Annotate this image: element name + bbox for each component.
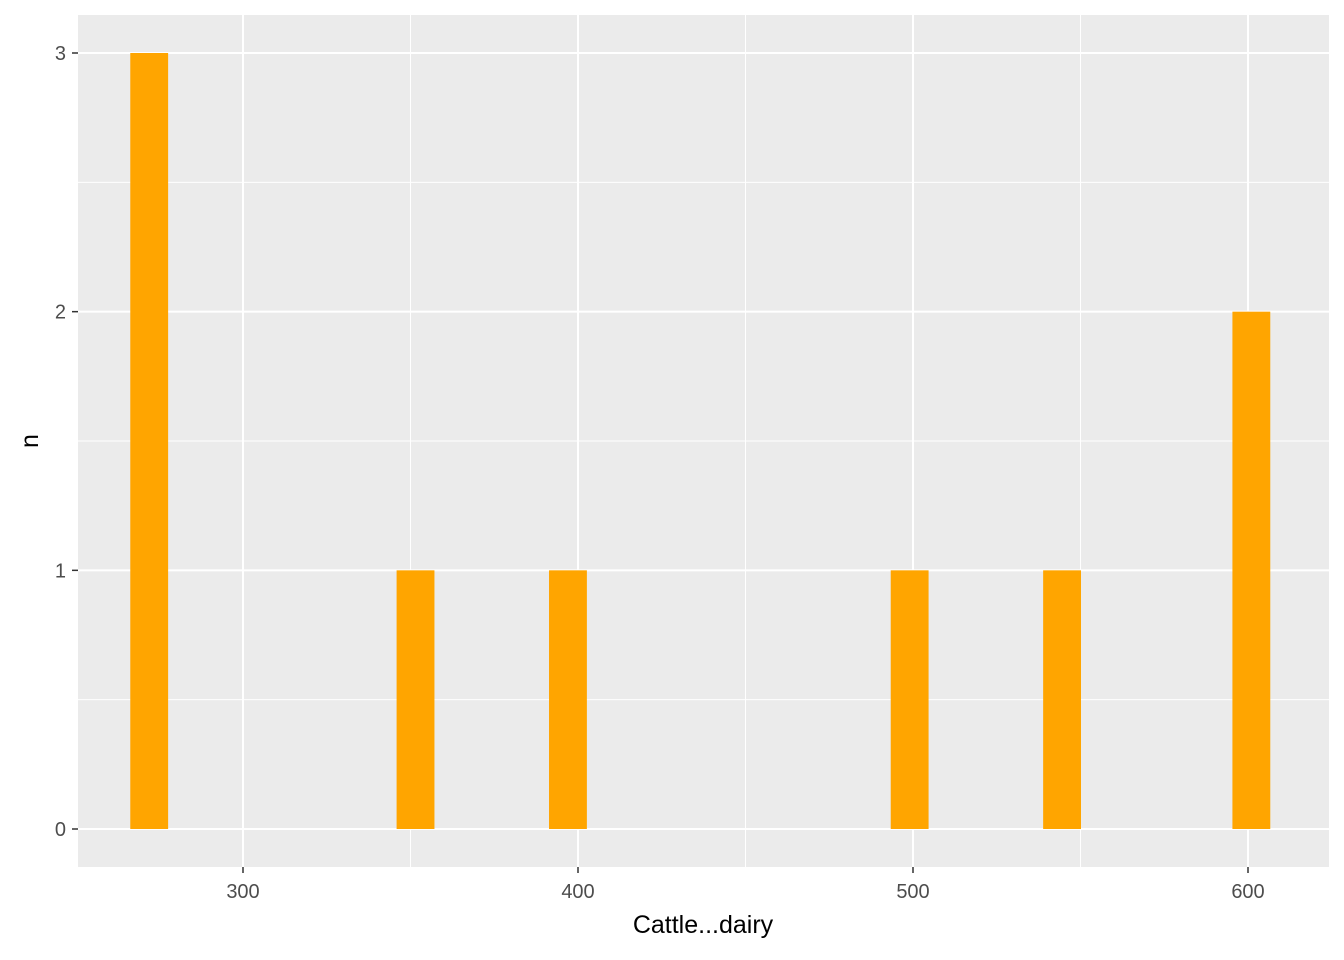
bar [1043, 570, 1082, 829]
x-axis-ticks: 300 400 500 600 [226, 867, 1265, 903]
x-tick-label: 500 [896, 881, 929, 903]
x-tick-label: 600 [1231, 881, 1264, 903]
minor-gridlines [75, 15, 1329, 867]
y-tick-label: 0 [55, 819, 66, 841]
y-tick-label: 3 [55, 43, 66, 65]
bars [130, 53, 1271, 830]
y-axis-title: n [16, 434, 44, 448]
bar [890, 570, 929, 829]
bar [396, 570, 435, 829]
bar [130, 53, 169, 829]
y-axis-ticks: 0 1 2 3 [55, 43, 78, 841]
y-tick-label: 1 [55, 560, 66, 582]
x-axis-title: Cattle...dairy [633, 911, 774, 939]
x-tick-label: 400 [561, 881, 594, 903]
x-tick-label: 300 [226, 881, 259, 903]
y-tick-label: 2 [55, 302, 66, 324]
bar [1232, 311, 1271, 830]
bar [549, 570, 587, 829]
